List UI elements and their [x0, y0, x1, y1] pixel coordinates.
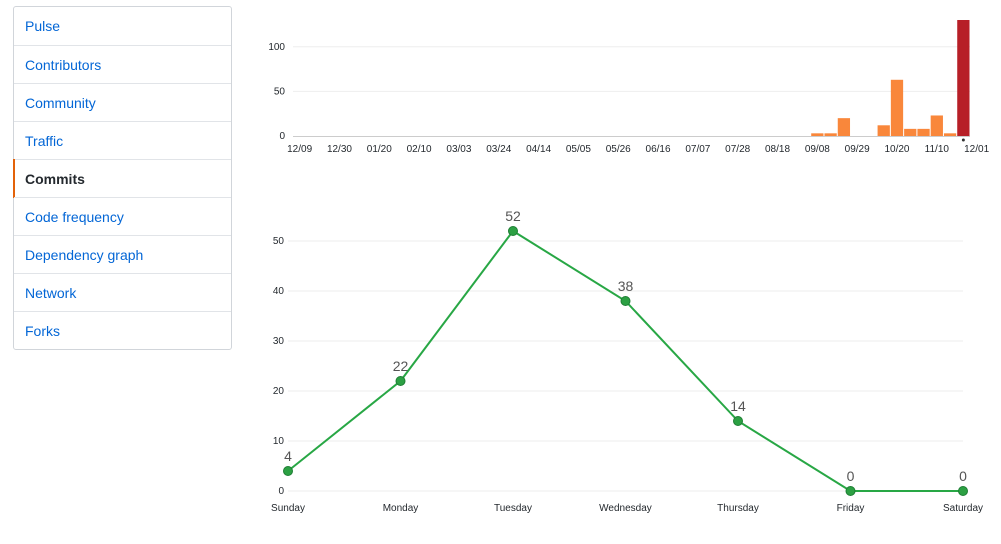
- daily-x-tick-label: Saturday: [943, 503, 983, 514]
- weekly-x-tick-label: 11/10: [925, 144, 950, 155]
- weekly-bar: [877, 125, 890, 136]
- weekly-bar: [930, 115, 943, 136]
- daily-data-label: 14: [730, 398, 746, 414]
- weekly-x-tick-label: 02/10: [407, 144, 432, 155]
- weekly-x-tick-label: 10/20: [884, 144, 909, 155]
- daily-point: [283, 466, 293, 476]
- menu-item-commits[interactable]: Commits: [13, 159, 231, 198]
- weekly-x-tick-label: 12/01: [964, 144, 989, 155]
- weekly-bar: [917, 128, 930, 136]
- daily-data-label: 52: [505, 208, 521, 224]
- weekly-x-tick-label: 04/14: [526, 144, 551, 155]
- daily-y-tick-label: 0: [278, 486, 284, 497]
- weekly-bar: [957, 20, 970, 136]
- repo-insights-menu: Pulse Contributors Community Traffic Commits…: [13, 6, 232, 350]
- daily-y-tick-label: 10: [273, 436, 285, 447]
- weekly-x-tick-label: 05/05: [566, 144, 591, 155]
- daily-point: [620, 296, 631, 306]
- weekly-y-tick-label: 100: [268, 42, 285, 53]
- weekly-commits-bar-chart: 0 50 100 12/09 12/30 01/20 02/10 03/03 03/24 04/1…: [268, 20, 990, 155]
- daily-series-line: [287, 229, 963, 492]
- menu-item-community[interactable]: Community: [14, 83, 231, 121]
- weekly-x-tick-label: 09/08: [805, 144, 830, 155]
- weekly-x-tick-label: 06/16: [646, 144, 671, 155]
- weekly-x-tick-label: 01/20: [367, 144, 392, 155]
- weekly-x-tick-label: 12/30: [327, 144, 352, 155]
- daily-data-label: 38: [618, 278, 634, 294]
- daily-x-tick-label: Thursday: [717, 503, 759, 514]
- daily-data-label: 22: [393, 358, 409, 374]
- daily-data-label: 0: [959, 468, 967, 484]
- weekly-x-tick-label: 08/18: [765, 144, 790, 155]
- menu-item-code-frequency[interactable]: Code frequency: [14, 197, 231, 235]
- menu-item-traffic[interactable]: Traffic: [14, 121, 231, 159]
- weekly-y-tick-label: 50: [274, 86, 286, 97]
- daily-data-label: 4: [284, 448, 292, 464]
- weekly-x-tick-label: 07/28: [725, 144, 750, 155]
- weekly-bar: [890, 79, 904, 136]
- weekly-bar: [904, 128, 917, 136]
- daily-y-tick-label: 20: [273, 386, 285, 397]
- menu-item-pulse[interactable]: Pulse: [25, 18, 61, 34]
- daily-point: [845, 486, 856, 496]
- weekly-selected-marker: [961, 138, 965, 142]
- daily-point: [733, 416, 743, 426]
- weekly-y-tick-label: 0: [279, 131, 285, 142]
- menu-item-contributors[interactable]: Contributors: [14, 45, 231, 83]
- menu-item-network[interactable]: Network: [14, 273, 231, 311]
- daily-x-tick-label: Sunday: [271, 503, 305, 514]
- daily-point: [958, 486, 968, 496]
- daily-x-tick-label: Tuesday: [494, 503, 532, 514]
- daily-x-tick-label: Friday: [837, 503, 865, 514]
- daily-x-tick-label: Monday: [383, 503, 419, 514]
- daily-y-tick-label: 50: [273, 236, 285, 247]
- menu-item-dependency-graph[interactable]: Dependency graph: [14, 235, 231, 273]
- weekly-bar: [943, 133, 957, 136]
- weekly-x-tick-label: 03/03: [446, 144, 471, 155]
- weekly-bar: [837, 118, 851, 136]
- daily-y-tick-label: 40: [273, 286, 285, 297]
- weekly-x-tick-label: 07/07: [685, 144, 710, 155]
- weekly-bar: [824, 133, 837, 136]
- daily-x-tick-label: Wednesday: [599, 503, 652, 514]
- weekly-x-tick-label: 09/29: [845, 144, 870, 155]
- weekly-x-tick-label: 03/24: [486, 144, 511, 155]
- daily-point: [508, 226, 518, 236]
- weekly-x-tick-label: 12/09: [287, 144, 312, 155]
- daily-data-label: 0: [847, 468, 855, 484]
- menu-item-forks[interactable]: Forks: [14, 311, 231, 349]
- weekly-bar: [811, 133, 824, 136]
- daily-y-tick-label: 30: [273, 336, 285, 347]
- daily-point: [395, 376, 406, 386]
- weekly-x-tick-label: 05/26: [606, 144, 631, 155]
